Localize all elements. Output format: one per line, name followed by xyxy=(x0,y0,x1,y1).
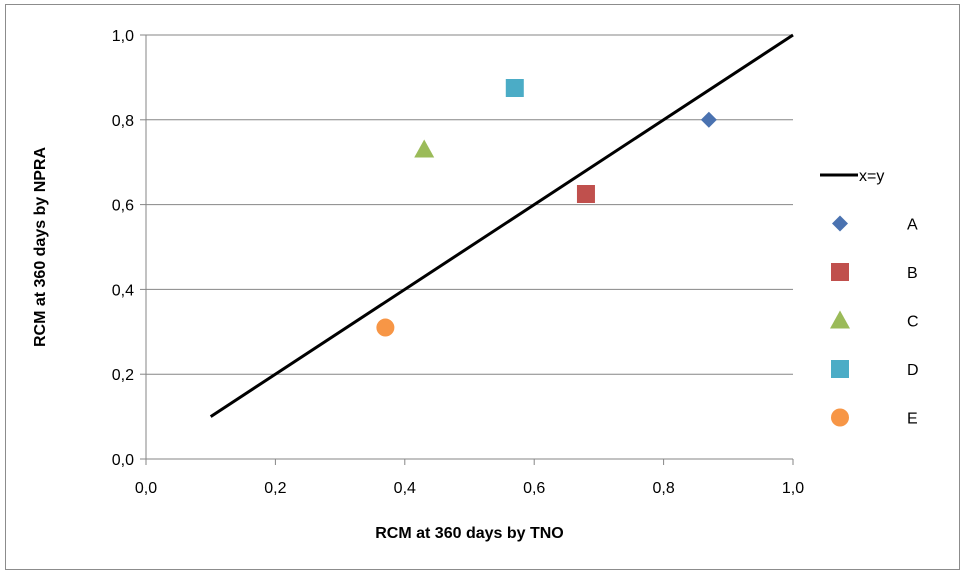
grid-lines xyxy=(146,34,793,375)
y-tick-label: 0,6 xyxy=(112,198,134,215)
x-tick-label: 0,4 xyxy=(394,480,416,497)
y-axis-title: RCM at 360 days by NPRA xyxy=(32,147,49,348)
legend-marker-d xyxy=(831,360,849,378)
legend-label: D xyxy=(907,362,919,379)
legend-label: B xyxy=(907,265,918,282)
legend-marker-c xyxy=(830,310,850,329)
data-point-c xyxy=(414,139,435,158)
axes xyxy=(140,34,794,465)
legend-marker-a xyxy=(832,215,848,232)
data-point-b xyxy=(576,185,595,203)
reference-line xyxy=(209,33,794,418)
data-point-e xyxy=(376,318,395,337)
y-tick-label: 0,8 xyxy=(112,113,134,130)
data-point-a xyxy=(700,111,717,128)
legend-marker-e xyxy=(831,408,849,427)
y-tick-label: 0,0 xyxy=(112,452,134,469)
legend-label: A xyxy=(907,217,918,234)
reference-line-layer xyxy=(209,33,794,418)
legend-label: E xyxy=(907,411,918,428)
legend-label: C xyxy=(907,314,919,331)
x-tick-label: 1,0 xyxy=(782,480,804,497)
x-tick-label: 0,0 xyxy=(135,480,157,497)
legend: x=y A B C D E xyxy=(820,168,919,428)
y-tick-label: 0,2 xyxy=(112,367,134,384)
y-tick-label: 1,0 xyxy=(112,28,134,45)
data-points xyxy=(376,79,717,337)
x-tick-label: 0,2 xyxy=(264,480,286,497)
x-axis-title: RCM at 360 days by TNO xyxy=(375,525,564,542)
legend-marker-b xyxy=(831,263,849,281)
y-tick-label: 0,4 xyxy=(112,282,134,299)
data-point-d xyxy=(505,79,524,97)
x-tick-label: 0,8 xyxy=(652,480,674,497)
legend-label: x=y xyxy=(859,168,884,185)
chart-frame xyxy=(5,4,960,570)
tick-labels: 0,0 0,2 0,4 0,6 0,8 1,0 0,0 0,2 0,4 0,6 0,8 1,0 xyxy=(112,28,804,497)
x-tick-label: 0,6 xyxy=(523,480,545,497)
